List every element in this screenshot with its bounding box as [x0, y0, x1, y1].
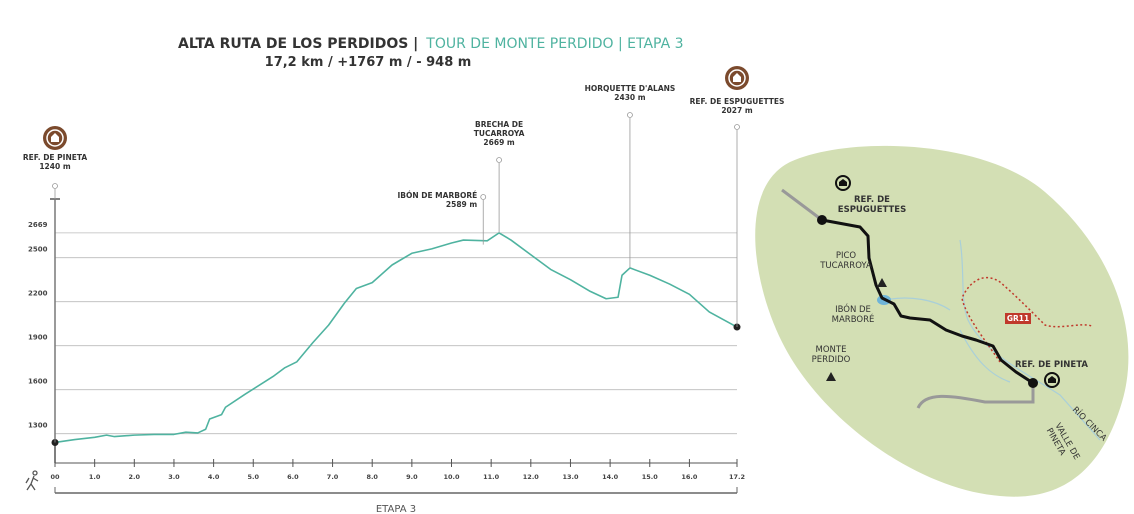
x-tick-label: 12.0 [523, 473, 540, 481]
annotation: IBÓN DE MARBORÉ 2589 m [397, 191, 477, 209]
map: REF. DE ESPUGUETTES PICO TUCARROYA IBÓN DE… [755, 145, 1129, 497]
hut-icon [839, 179, 847, 186]
hut-icon [835, 175, 851, 191]
elevation-line [54, 232, 738, 444]
subtitle: 17,2 km / +1767 m / - 948 m [265, 55, 472, 70]
annotation-line: TUCARROYA [474, 129, 525, 138]
x-tick-label: 1.0 [89, 473, 101, 481]
annotation: BRECHA DE TUCARROYA 2669 m [474, 120, 525, 147]
x-tick-label: 16.0 [681, 473, 698, 481]
map-label: IBÓN DE MARBORÉ [832, 303, 875, 325]
x-tick-label: 11.0 [483, 473, 500, 481]
y-tick-label: 2500 [28, 246, 48, 254]
x-tick-label: 6.0 [287, 473, 299, 481]
x-tick-label: 15.0 [642, 473, 659, 481]
annotation-line: REF. DE ESPUGUETTES [690, 97, 785, 106]
gr11-badge [1005, 313, 1031, 324]
leader-dot [52, 183, 58, 189]
annotation-line: IBÓN DE MARBORÉ [397, 191, 477, 200]
hiker-icon [25, 470, 39, 491]
annotation-elevation: 1240 m [39, 162, 70, 171]
annotation-line: HORQUETTE D'ALANS [585, 84, 676, 93]
y-tick-label: 1300 [28, 422, 48, 430]
x-tick-label: 5.0 [247, 473, 259, 481]
gr11-trail [961, 277, 1093, 363]
annotation: REF. DE PINETA 1240 m [23, 153, 88, 171]
stage-label: ETAPA 3 [376, 504, 416, 514]
leader-dot [480, 194, 487, 200]
chart-title: ALTA RUTA DE LOS PERDIDOS | TOUR DE MONTE… [178, 36, 684, 52]
title-highlight: TOUR DE MONTE PERDIDO | ETAPA 3 [425, 36, 683, 52]
route [821, 218, 1034, 385]
gr11-label: GR11 [1007, 314, 1029, 323]
x-tick-label: 4.0 [208, 473, 220, 481]
map-label: MONTE PERDIDO [812, 345, 851, 365]
label-line: ESPUGUETTES [838, 205, 906, 215]
hut-icon [51, 133, 59, 142]
leader-dot [734, 124, 740, 130]
hut-icon [728, 69, 746, 87]
x-tick-label: 14.0 [602, 473, 619, 481]
map-area [755, 145, 1129, 497]
hut-icon [733, 73, 741, 82]
label-line: TUCARROYA [819, 261, 872, 271]
x-tick-label: 00 [50, 473, 60, 481]
route-start [1028, 378, 1038, 388]
peak-icon [826, 372, 836, 381]
map-label: REF. DE PINETA [1015, 360, 1088, 370]
label-line: PERDIDO [812, 355, 851, 365]
label-line: PICO [836, 251, 857, 261]
y-tick-label: 1900 [28, 334, 48, 342]
label-line: MARBORÉ [832, 313, 875, 325]
map-label: REF. DE ESPUGUETTES [838, 195, 906, 215]
annotation: REF. DE ESPUGUETTES 2027 m [690, 97, 785, 115]
label-line: REF. DE [854, 195, 890, 205]
annotation-line: BRECHA DE [475, 120, 523, 129]
x-tick-label: 2.0 [129, 473, 141, 481]
x-tick-label: 10.0 [443, 473, 460, 481]
x-tick-label: 3.0 [168, 473, 180, 481]
annotation-elevation: 2027 m [721, 106, 752, 115]
title-main: ALTA RUTA DE LOS PERDIDOS | [178, 36, 418, 52]
map-label: PICO TUCARROYA [819, 251, 872, 271]
hut-icon [1048, 376, 1056, 383]
y-tick-label: 2200 [28, 290, 48, 298]
x-tick-label: 7.0 [327, 473, 339, 481]
x-tick-label: 13.0 [562, 473, 579, 481]
x-tick-label: 8.0 [366, 473, 378, 481]
y-tick-label: 1600 [28, 378, 48, 386]
annotation-elevation: 2669 m [483, 138, 514, 147]
road [916, 386, 1035, 409]
hut-icon [46, 129, 64, 147]
x-tick-label: 17.2 [729, 473, 745, 481]
route-end [817, 215, 827, 225]
plot: 1300 1600 1900 2200 2500 2669 00 1.0 2.0 3.0 4.0 5.… [23, 66, 785, 514]
annotation-elevation: 2430 m [614, 93, 645, 102]
y-tick-label: 2669 [28, 221, 48, 229]
annotation-elevation: 2589 m [446, 200, 477, 209]
leader-dot [496, 157, 502, 163]
label-line: IBÓN DE [835, 303, 871, 315]
label-line: MONTE [816, 345, 847, 355]
annotation-line: REF. DE PINETA [23, 153, 88, 162]
peak-icon [877, 278, 887, 287]
annotation: HORQUETTE D'ALANS 2430 m [585, 84, 676, 102]
hut-icon [1044, 372, 1060, 388]
leader-dot [627, 112, 633, 118]
road [781, 188, 823, 222]
x-tick-label: 9.0 [406, 473, 418, 481]
